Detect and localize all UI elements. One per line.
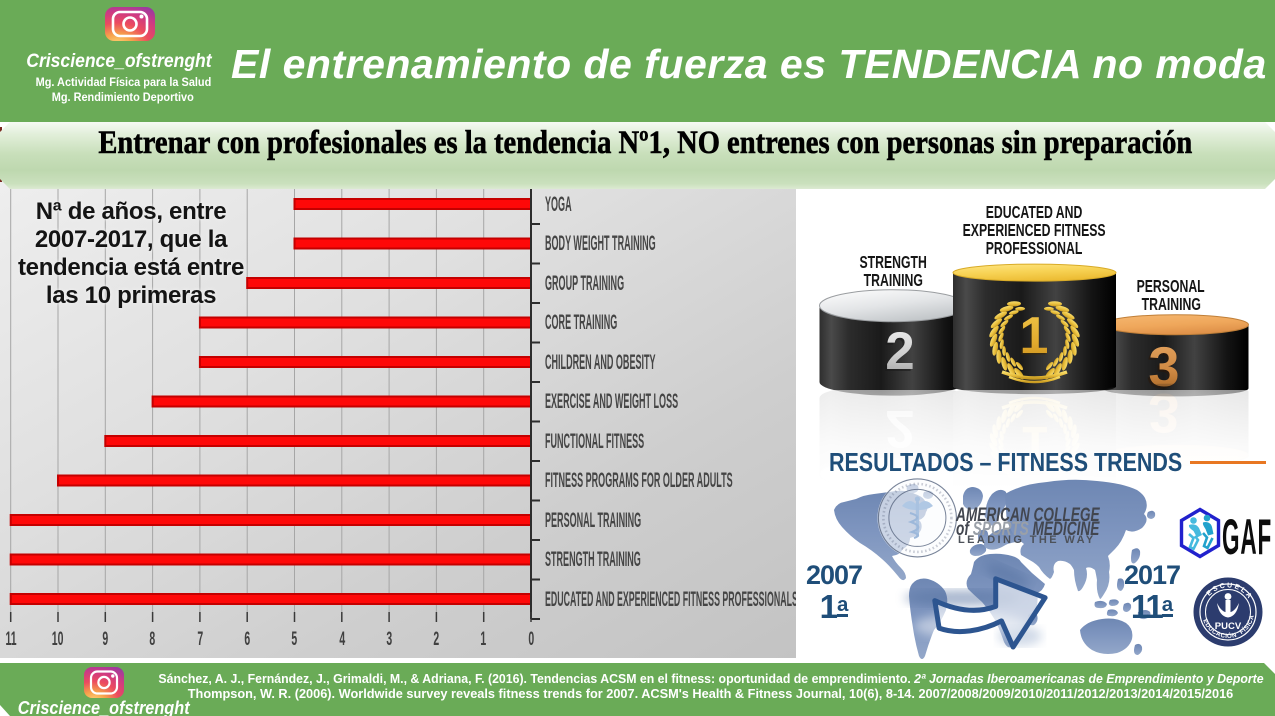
svg-text:1: 1 <box>1018 309 1047 367</box>
svg-text:2: 2 <box>885 322 914 381</box>
svg-text:2: 2 <box>883 324 912 383</box>
svg-text:PUCV: PUCV <box>1215 621 1242 632</box>
svg-text:GAF: GAF <box>1222 510 1272 565</box>
svg-text:1: 1 <box>1020 307 1049 365</box>
